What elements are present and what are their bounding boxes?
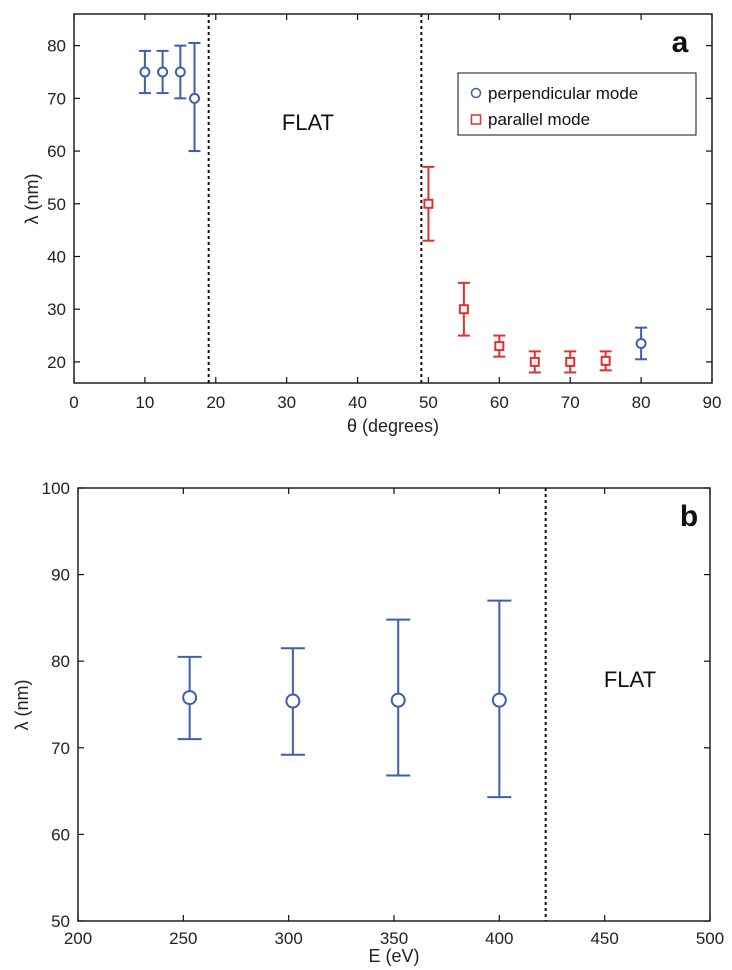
- x-tick-label: 90: [703, 393, 722, 412]
- y-tick-label: 100: [42, 479, 70, 498]
- circle-marker: [189, 92, 201, 104]
- panel-a-flat-annotation: FLAT: [282, 110, 334, 135]
- x-tick-label: 200: [64, 929, 92, 948]
- y-tick-label: 50: [47, 195, 66, 214]
- y-tick-label: 60: [47, 142, 66, 161]
- data-point: [422, 165, 435, 242]
- data-point: [564, 350, 577, 374]
- data-point: [493, 334, 506, 358]
- data-point: [635, 326, 648, 361]
- x-tick-label: 70: [561, 393, 580, 412]
- square-marker: [565, 356, 576, 367]
- panel-a-marks: [138, 41, 648, 374]
- data-point: [156, 49, 169, 95]
- panel-a-axes: 0 10 20 30 40 50 60 70 80 90 20 30 40 50 60 70 80: [47, 14, 721, 412]
- data-point: [599, 350, 612, 372]
- panel-a-legend: perpendicular mode parallel mode: [457, 72, 697, 136]
- panel-b-letter: b: [680, 500, 698, 533]
- circle-marker: [139, 66, 151, 78]
- square-marker: [458, 304, 469, 315]
- legend-parallel-label: parallel mode: [488, 110, 590, 129]
- x-tick-label: 40: [348, 393, 367, 412]
- x-tick-label: 250: [169, 929, 197, 948]
- y-tick-label: 40: [47, 247, 66, 266]
- y-tick-label: 80: [47, 37, 66, 56]
- circle-marker: [174, 66, 186, 78]
- legend-box: [457, 72, 697, 136]
- y-tick-label: 60: [51, 825, 70, 844]
- data-point: [177, 655, 202, 741]
- x-tick-label: 80: [632, 393, 651, 412]
- panel-b-flat-annotation: FLAT: [604, 667, 656, 692]
- panel-a-y-axis-label: λ (nm): [22, 174, 42, 225]
- x-tick-label: 500: [696, 929, 724, 948]
- panel-b-marks: [177, 599, 512, 799]
- data-point: [138, 49, 151, 95]
- circle-marker: [285, 693, 301, 709]
- y-tick-label: 80: [51, 652, 70, 671]
- y-tick-label: 70: [47, 89, 66, 108]
- panel-a-letter: a: [672, 26, 689, 59]
- x-tick-label: 400: [485, 929, 513, 948]
- data-point: [528, 350, 541, 374]
- circle-marker: [635, 337, 647, 349]
- data-point: [188, 41, 201, 153]
- circle-marker: [182, 690, 198, 706]
- circle-marker: [390, 692, 406, 708]
- x-tick-label: 60: [490, 393, 509, 412]
- data-point: [457, 281, 470, 337]
- data-point: [386, 618, 411, 777]
- x-tick-label: 450: [590, 929, 618, 948]
- square-marker: [529, 356, 540, 367]
- panel-a-chart: 0 10 20 30 40 50 60 70 80 90 20 30 40 50 60 70 80 a FLAT…: [22, 13, 721, 436]
- panel-b-x-axis-label: E (eV): [368, 946, 419, 966]
- square-marker: [600, 355, 611, 366]
- x-tick-label: 0: [69, 393, 78, 412]
- x-tick-label: 300: [274, 929, 302, 948]
- panel-b-axes: 200 250 300 350 400 450 500 50 60 70 80 90 100: [42, 479, 725, 948]
- y-tick-label: 20: [47, 353, 66, 372]
- square-marker: [423, 198, 434, 209]
- panel-b-chart: 200 250 300 350 400 450 500 50 60 70 80 90 100 b FLA…: [12, 479, 724, 966]
- panel-a-vlines: [207, 14, 423, 383]
- data-point: [487, 599, 512, 799]
- panel-a-plot-frame: [73, 13, 713, 384]
- y-tick-label: 50: [51, 912, 70, 931]
- legend-parallel-marker: [470, 114, 482, 125]
- data-point: [174, 44, 187, 100]
- circle-marker: [157, 66, 169, 78]
- data-point: [280, 647, 305, 756]
- x-tick-label: 10: [135, 393, 154, 412]
- panel-b-y-axis-label: λ (nm): [12, 680, 32, 731]
- y-tick-label: 70: [51, 739, 70, 758]
- legend-perpendicular-label: perpendicular mode: [488, 84, 638, 103]
- y-tick-label: 90: [51, 566, 70, 585]
- square-marker: [494, 341, 505, 352]
- y-tick-label: 30: [47, 300, 66, 319]
- x-tick-label: 20: [206, 393, 225, 412]
- legend-perpendicular-marker: [470, 87, 482, 99]
- circle-marker: [491, 692, 507, 708]
- x-tick-label: 350: [380, 929, 408, 948]
- panel-a-x-axis-label: θ (degrees): [347, 416, 439, 436]
- x-tick-label: 30: [277, 393, 296, 412]
- x-tick-label: 50: [419, 393, 438, 412]
